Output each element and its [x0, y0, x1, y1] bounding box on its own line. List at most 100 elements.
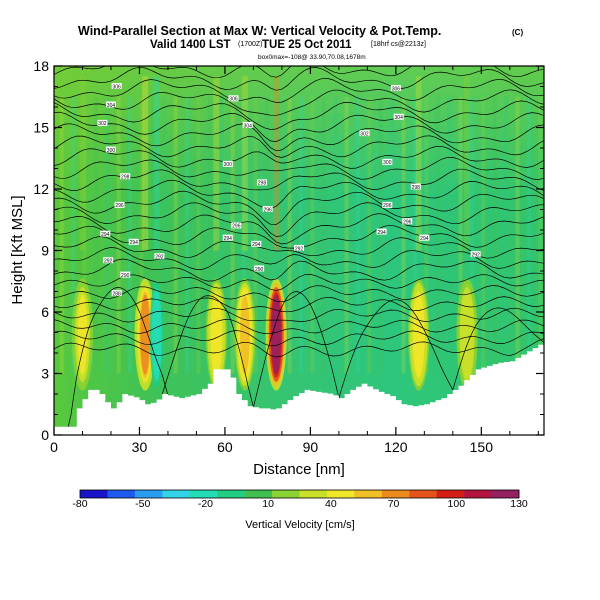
isentrope-line [54, 135, 544, 158]
isentrope-label-bg [231, 222, 242, 229]
isentrope-label-bg [390, 85, 401, 92]
x-tick-label: 30 [132, 439, 148, 455]
y-tick-label: 0 [41, 427, 49, 443]
texture-streak [481, 96, 486, 374]
texture-streak [82, 96, 87, 374]
velocity-streak [415, 76, 422, 251]
texture-streak [219, 96, 224, 374]
isentrope-label-bg [100, 230, 111, 237]
texture-streak [355, 96, 360, 374]
isentrope-line [54, 89, 544, 116]
isentrope-label: 304 [393, 113, 404, 121]
isentrope-label-bg [111, 290, 122, 297]
colorbar-tick-label: 130 [510, 498, 528, 510]
texture-streak [526, 96, 531, 374]
isentrope-label-text: 306 [229, 97, 238, 103]
isentrope-label: 296 [231, 222, 242, 230]
isentrope-label-bg [228, 95, 239, 102]
colorbar-swatch [326, 490, 355, 498]
velocity-column [462, 294, 472, 375]
isentrope-line [338, 299, 454, 399]
subtitle-date: TUE 25 Oct 2011 [262, 39, 352, 51]
isentrope-label-text: 296 [383, 203, 392, 209]
isentrope-label-text: 294 [252, 242, 261, 248]
texture-streak [538, 96, 543, 374]
isentrope-label: 298 [120, 173, 131, 181]
colorbar-swatch [80, 490, 108, 498]
isentrope-line [54, 236, 544, 259]
x-tick-label: 150 [470, 439, 494, 455]
isentrope-line [54, 179, 544, 210]
isentrope-label-text: 290 [121, 273, 130, 279]
isentrope-line [54, 338, 544, 358]
isentrope-label-text: 300 [224, 162, 233, 168]
isentrope-label: 294 [128, 238, 139, 246]
texture-streak [242, 96, 247, 374]
isentrope-label-bg [97, 119, 108, 126]
isentrope-line [54, 213, 544, 245]
y-tick-label: 3 [41, 366, 49, 382]
isentrope-label-text: 304 [107, 103, 116, 109]
isentrope-label: 294 [251, 240, 262, 248]
isentrope-label-text: 294 [420, 236, 429, 242]
isentrope-line [452, 307, 544, 390]
colorbar-tick-label: -80 [72, 498, 87, 510]
isentrope-label: 292 [294, 244, 304, 252]
texture-streak [435, 96, 440, 374]
isentrope-labels: 306 304 302 300 298 296 294 292 290 288 294 292 306 3… [97, 83, 481, 297]
isentrope-label-bg [410, 183, 421, 190]
y-tick-label: 6 [41, 304, 49, 320]
isentrope-label-bg [376, 228, 387, 235]
texture-streak [504, 96, 509, 374]
velocity-streak [142, 76, 149, 251]
colorbar-swatch [381, 490, 410, 498]
colorbar-swatch [299, 490, 328, 498]
isentrope-line [54, 247, 544, 270]
isentrope-label-text: 304 [244, 123, 253, 129]
isentrope-label-text: 296 [403, 220, 412, 226]
colorbar-swatch [436, 490, 465, 498]
isentrope-label-bg [251, 240, 262, 247]
isentrope-label: 290 [254, 265, 265, 273]
isentrope-label-text: 294 [130, 240, 139, 246]
texture-streak [71, 96, 76, 374]
isentrope-label: 292 [103, 257, 114, 265]
isentrope-label: 294 [100, 230, 111, 238]
isentrope-line [54, 168, 544, 191]
isentrope-label-bg [120, 271, 131, 278]
isentrope-label-text: 306 [392, 86, 401, 92]
velocity-column [240, 294, 250, 375]
colorbar-swatch [272, 490, 300, 498]
isentrope-label-bg [262, 206, 273, 212]
texture-streak [116, 96, 121, 374]
texture-streak [492, 96, 497, 374]
isentrope-label: 290 [120, 271, 131, 279]
isentrope-label-bg [402, 218, 413, 225]
isentrope-label-bg [120, 173, 131, 180]
isentrope-label-text: 298 [258, 181, 267, 187]
isentrope-label-text: 300 [107, 148, 116, 154]
isentrope-label-text: 300 [383, 160, 392, 166]
title-mark: (C) [512, 28, 523, 37]
isentrope-label: 298 [410, 183, 421, 191]
isentrope-label-text: 298 [412, 185, 421, 191]
isentrope-label-text: 302 [360, 131, 369, 137]
isentrope-label: 296 [114, 201, 125, 209]
upper-shading [54, 66, 544, 196]
isentrope-label-text: 298 [121, 175, 130, 181]
chart-title: Wind-Parallel Section at Max W: Vertical… [78, 24, 441, 38]
texture-streak [207, 96, 212, 374]
colorbar-tick-label: 40 [325, 498, 337, 510]
texture-streak [287, 96, 292, 374]
texture-streak [401, 96, 406, 374]
velocity-column [211, 294, 222, 375]
isentrope-label: 296 [262, 206, 273, 213]
isentrope-label: 306 [111, 83, 122, 90]
texture-streak [310, 96, 315, 374]
isentrope-label-bg [222, 160, 233, 167]
isentrope-label-bg [470, 251, 481, 258]
texture-streak [321, 96, 326, 374]
isentrope-label: 300 [222, 160, 233, 168]
velocity-column [271, 294, 282, 375]
isentrope-label-bg [103, 257, 114, 264]
